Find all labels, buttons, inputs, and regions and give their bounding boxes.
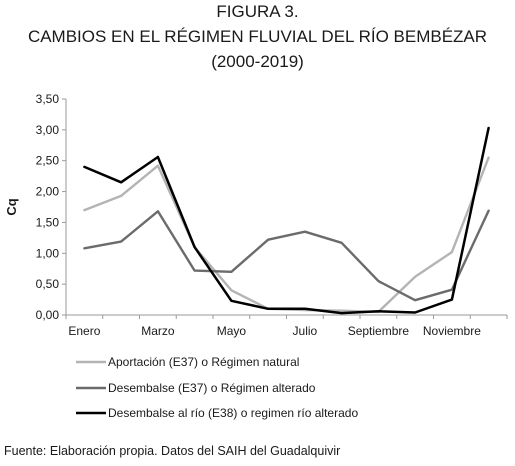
x-tick-label: Mayo xyxy=(217,324,247,338)
y-tick-label: 1,00 xyxy=(36,246,60,260)
y-tick-label: 2,50 xyxy=(36,154,60,168)
y-axis-label: Cq xyxy=(4,198,19,215)
y-tick-label: 0,00 xyxy=(36,308,60,322)
x-axis-ticks: Enero Marzo Mayo Julio Septiembre Noviembre xyxy=(65,315,508,338)
legend-label: Desembalse (E37) o Régimen alterado xyxy=(108,381,316,395)
y-axis-ticks: 0,00 0,50 1,00 1,50 2,00 2,50 3,00 3,50 xyxy=(36,92,66,322)
legend-label: Aportación (E37) o Régimen natural xyxy=(108,355,299,369)
legend: Aportación (E37) o Régimen natural Desemb… xyxy=(76,355,358,420)
chart-period: (2000-2019) xyxy=(211,52,304,71)
series-line-2 xyxy=(83,209,490,302)
y-tick-label: 1,50 xyxy=(36,215,60,229)
y-tick-label: 3,50 xyxy=(36,92,60,106)
source-note: Fuente: Elaboración propia. Datos del SA… xyxy=(4,444,341,458)
y-tick-label: 3,00 xyxy=(36,123,60,137)
x-tick-label: Julio xyxy=(293,324,318,338)
x-tick-label: Septiembre xyxy=(348,324,410,338)
x-tick-label: Marzo xyxy=(141,324,175,338)
y-tick-label: 2,00 xyxy=(36,185,60,199)
line-chart: 0,00 0,50 1,00 1,50 2,00 2,50 3,00 3,50 Enero Ma… xyxy=(4,92,508,420)
figure-label: FIGURA 3. xyxy=(216,2,299,21)
y-tick-label: 0,50 xyxy=(36,277,60,291)
series-lines xyxy=(83,126,490,315)
legend-label: Desembalse al río (E38) o regimen río al… xyxy=(108,406,358,420)
chart-title: CAMBIOS EN EL RÉGIMEN FLUVIAL DEL RÍO BE… xyxy=(27,27,488,46)
x-tick-label: Enero xyxy=(68,324,100,338)
chart-axes xyxy=(65,99,507,316)
series-line-3 xyxy=(83,126,490,315)
x-tick-label: Noviembre xyxy=(423,324,481,338)
